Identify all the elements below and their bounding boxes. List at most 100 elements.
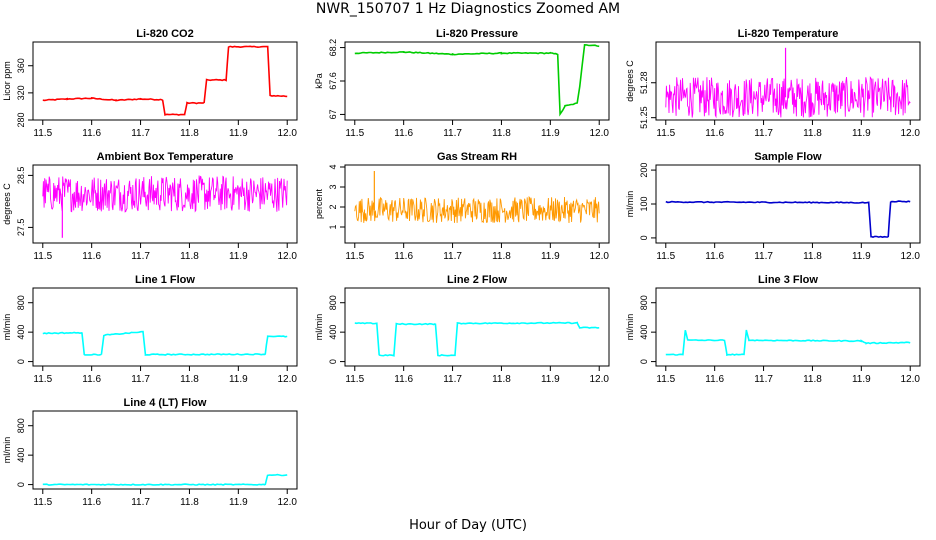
- panel-3: Li-820 Temperature degrees C 11.5 11.6 11.7 1…: [625, 28, 921, 139]
- panel-7: Line 1 Flow ml/min 11.5 11.6 11.7 11.8 11.9 12.…: [2, 274, 298, 385]
- x-tick-label: 11.6: [394, 128, 413, 139]
- y-tick-label: 1: [328, 224, 338, 229]
- panel-title: Ambient Box Temperature: [97, 151, 234, 163]
- x-tick-label: 11.6: [705, 374, 724, 385]
- series-line: [42, 330, 288, 356]
- plot-frame: [32, 410, 298, 490]
- x-tick-label: 12.0: [589, 128, 609, 139]
- y-tick-label: 0: [328, 359, 338, 364]
- y-axis-label: kPa: [314, 73, 324, 89]
- y-tick-label: 27.5: [16, 219, 26, 237]
- series-line: [354, 43, 600, 117]
- x-tick-label: 11.8: [492, 374, 511, 385]
- plot-frame: [344, 164, 610, 244]
- x-tick-label: 11.5: [33, 128, 52, 139]
- x-tick-label: 11.8: [803, 251, 822, 262]
- x-tick-label: 12.0: [277, 374, 297, 385]
- figure-title: NWR_150707 1 Hz Diagnostics Zoomed AM: [315, 1, 621, 17]
- panel-8: Line 2 Flow ml/min 11.5 11.6 11.7 11.8 11.9 12.…: [314, 274, 610, 385]
- x-tick-label: 11.5: [33, 251, 52, 262]
- plot-frame: [655, 164, 921, 244]
- y-axis-label: ml/min: [625, 314, 635, 341]
- x-tick-label: 11.6: [82, 374, 101, 385]
- x-tick-label: 11.6: [82, 497, 101, 508]
- x-tick-label: 11.6: [705, 128, 724, 139]
- y-tick-label: 280: [16, 112, 26, 127]
- plot-frame: [655, 287, 921, 367]
- x-tick-label: 11.5: [345, 251, 364, 262]
- y-tick-label: 2: [328, 204, 338, 209]
- series-line: [665, 329, 911, 356]
- y-tick-label: 800: [16, 295, 26, 310]
- x-tick-label: 12.0: [900, 374, 920, 385]
- x-tick-label: 11.7: [131, 251, 150, 262]
- y-axis-label: ml/min: [2, 314, 12, 341]
- panel-title: Line 3 Flow: [758, 274, 818, 286]
- y-axis-label: Licor ppm: [2, 61, 12, 101]
- panel-title: Li-820 CO2: [136, 28, 193, 40]
- y-tick-label: 3: [328, 184, 338, 189]
- y-tick-label: 400: [328, 325, 338, 340]
- x-tick-label: 11.7: [131, 497, 150, 508]
- series-line: [42, 473, 288, 486]
- y-tick-label: 67: [328, 109, 338, 119]
- y-tick-label: 0: [639, 359, 649, 364]
- panel-title: Gas Stream RH: [437, 151, 517, 163]
- y-tick-label: 28.5: [16, 167, 26, 185]
- y-axis-label: ml/min: [314, 314, 324, 341]
- x-tick-label: 11.6: [705, 251, 724, 262]
- x-tick-label: 11.7: [443, 128, 462, 139]
- x-tick-label: 11.5: [656, 251, 675, 262]
- y-tick-label: 800: [328, 295, 338, 310]
- y-tick-label: 800: [16, 418, 26, 433]
- x-tick-label: 12.0: [589, 251, 609, 262]
- x-tick-label: 11.5: [345, 128, 364, 139]
- x-tick-label: 11.5: [345, 374, 364, 385]
- plot-frame: [32, 287, 298, 367]
- x-tick-label: 11.7: [443, 374, 462, 385]
- figure-x-axis-label: Hour of Day (UTC): [409, 518, 527, 533]
- y-axis-label: degrees C: [625, 60, 635, 102]
- x-tick-label: 11.8: [180, 251, 199, 262]
- x-tick-label: 11.8: [803, 128, 822, 139]
- y-tick-label: 200: [639, 163, 649, 178]
- x-tick-label: 12.0: [900, 251, 920, 262]
- x-tick-label: 11.9: [541, 251, 560, 262]
- panel-title: Sample Flow: [754, 151, 822, 163]
- y-tick-label: 400: [16, 448, 26, 463]
- y-tick-label: 51.28: [639, 71, 649, 94]
- x-tick-label: 12.0: [277, 497, 297, 508]
- series-noise: [354, 195, 600, 224]
- x-tick-label: 11.7: [754, 374, 773, 385]
- panel-1: Li-820 CO2 Licor ppm 11.5 11.6 11.7 11.8 11.9 1…: [2, 28, 298, 139]
- panel-4: Ambient Box Temperature degrees C 11.5 11.6…: [2, 151, 298, 262]
- plot-frame: [32, 41, 298, 121]
- y-axis-label: ml/min: [2, 437, 12, 464]
- series-line: [354, 321, 600, 357]
- x-tick-label: 11.6: [82, 251, 101, 262]
- x-tick-label: 11.9: [541, 128, 560, 139]
- x-tick-label: 11.8: [180, 497, 199, 508]
- y-tick-label: 400: [639, 325, 649, 340]
- x-tick-label: 12.0: [277, 128, 297, 139]
- y-tick-label: 0: [639, 235, 649, 240]
- panel-title: Line 1 Flow: [135, 274, 195, 286]
- panel-title: Li-820 Temperature: [738, 28, 839, 40]
- x-tick-label: 11.9: [852, 128, 871, 139]
- x-tick-label: 11.6: [394, 251, 413, 262]
- panel-title: Line 4 (LT) Flow: [124, 397, 207, 409]
- y-axis-label: ml/min: [625, 191, 635, 218]
- x-tick-label: 11.9: [229, 128, 248, 139]
- x-tick-label: 12.0: [589, 374, 609, 385]
- x-tick-label: 12.0: [900, 128, 920, 139]
- x-tick-label: 11.8: [492, 128, 511, 139]
- y-tick-label: 67.6: [328, 72, 338, 90]
- x-tick-label: 11.5: [656, 128, 675, 139]
- x-tick-label: 11.7: [754, 128, 773, 139]
- x-tick-label: 11.8: [180, 128, 199, 139]
- y-tick-label: 800: [639, 295, 649, 310]
- panel-10: Line 4 (LT) Flow ml/min 11.5 11.6 11.7 11.8 11…: [2, 397, 298, 508]
- y-tick-label: 100: [639, 196, 649, 211]
- panel-9: Line 3 Flow ml/min 11.5 11.6 11.7 11.8 11.9 12.…: [625, 274, 921, 385]
